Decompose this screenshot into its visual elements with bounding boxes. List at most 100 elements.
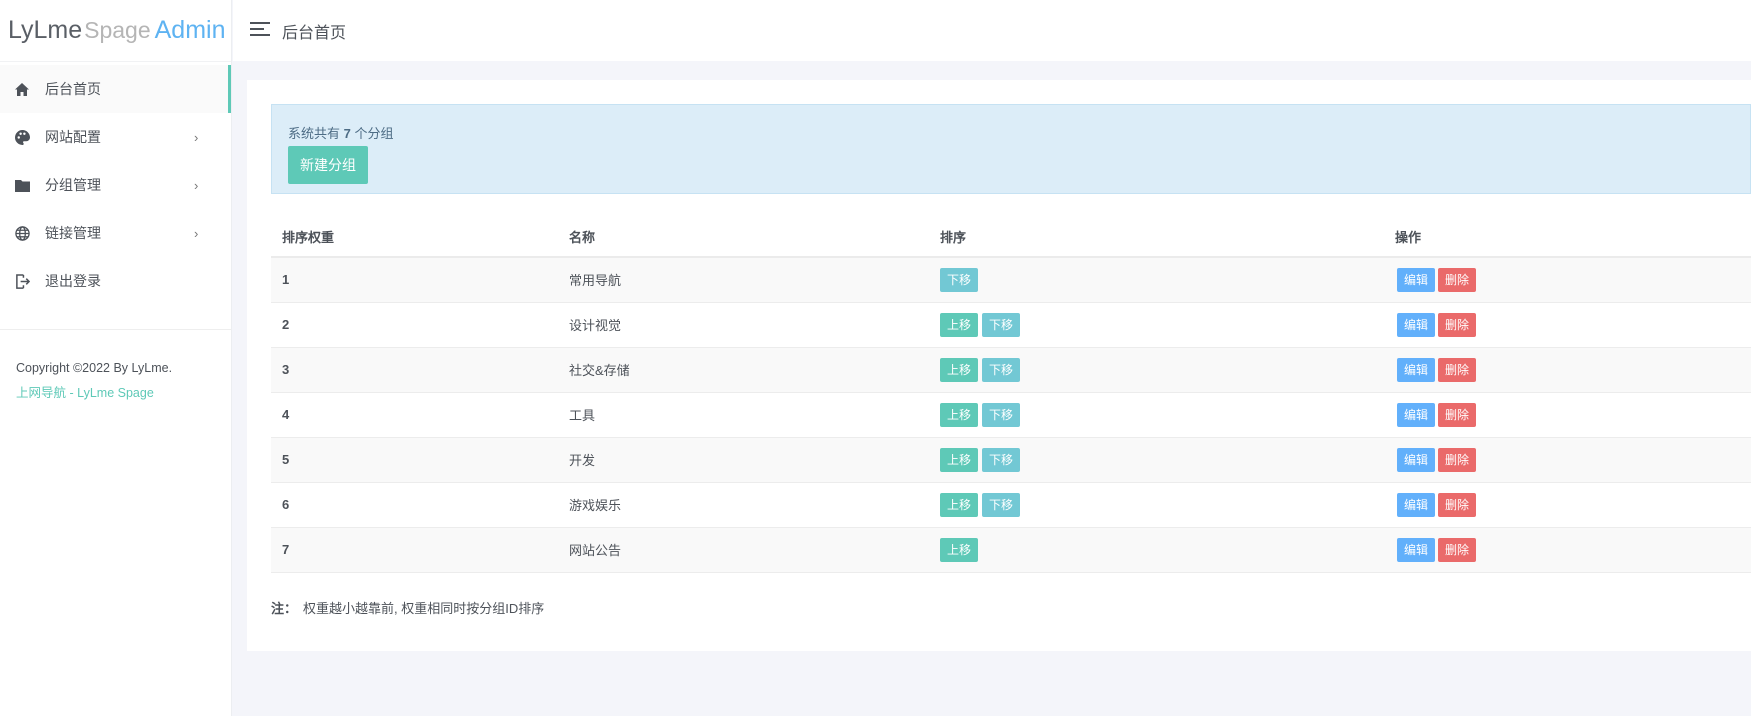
actions-cell: 编辑 删除 [1384,482,1751,528]
sidebar-item-label: 网站配置 [45,129,101,145]
weight-cell: 3 [271,347,558,393]
sidebar-item-4[interactable]: 退出登录 [0,257,231,305]
sidebar-item-label: 链接管理 [45,225,101,241]
order-cell: 上移 下移 [929,392,1384,438]
name-cell: 开发 [558,437,929,483]
order-cell: 上移 下移 [929,437,1384,483]
footer-link[interactable]: 上网导航 - LyLme Spage [16,386,154,400]
sidebar-item-1[interactable]: 网站配置 › [0,113,231,161]
sidebar-menu: 后台首页 网站配置 › 分组管理 › 链接管理 › 退出登录 [0,65,231,305]
alert-text: 个分组 [354,126,394,141]
actions-cell: 编辑 删除 [1384,527,1751,573]
header: 后台首页 [233,0,1751,61]
sidebar-item-2[interactable]: 分组管理 › [0,161,231,209]
col-weight: 排序权重 [271,217,558,258]
sidebar: LyLme Spage Admin 后台首页 网站配置 › 分组管理 › 链接管理 › 退出登录 … [0,0,232,716]
weight-cell: 2 [271,302,558,348]
delete-button[interactable]: 删除 [1438,267,1477,292]
order-cell: 下移 [929,257,1384,303]
move-up-button[interactable]: 上移 [940,537,979,562]
name-cell: 常用导航 [558,257,929,303]
order-cell: 上移 下移 [929,482,1384,528]
move-up-button[interactable]: 上移 [940,492,979,517]
info-alert: 系统共有 7 个分组 新建分组 [271,104,1751,194]
palette-icon [14,129,30,145]
sidebar-item-label: 退出登录 [45,273,101,289]
sidebar-item-label: 分组管理 [45,177,101,193]
actions-cell: 编辑 删除 [1384,302,1751,348]
copyright: Copyright ©2022 By LyLme. [16,361,173,375]
weight-cell: 4 [271,392,558,438]
new-group-button[interactable]: 新建分组 [288,146,368,184]
name-cell: 设计视觉 [558,302,929,348]
group-count: 7 [343,126,351,141]
delete-button[interactable]: 删除 [1438,402,1477,427]
chevron-right-icon: › [194,225,199,241]
actions-cell: 编辑 删除 [1384,437,1751,483]
weight-cell: 5 [271,437,558,483]
actions-cell: 编辑 删除 [1384,347,1751,393]
move-down-button[interactable]: 下移 [982,357,1021,382]
edit-button[interactable]: 编辑 [1397,447,1436,472]
folder-icon [14,177,30,193]
weight-cell: 1 [271,257,558,303]
table-row: 7 网站公告 上移 编辑 删除 [271,527,1751,573]
delete-button[interactable]: 删除 [1438,357,1477,382]
alert-text: 系统共有 [288,126,341,141]
delete-button[interactable]: 删除 [1438,312,1477,337]
col-name: 名称 [558,217,929,258]
delete-button[interactable]: 删除 [1438,447,1477,472]
weight-cell: 6 [271,482,558,528]
order-cell: 上移 下移 [929,302,1384,348]
name-cell: 网站公告 [558,527,929,573]
logo-text: LyLme [8,16,83,44]
move-up-button[interactable]: 上移 [940,312,979,337]
weight-cell: 7 [271,527,558,573]
move-up-button[interactable]: 上移 [940,402,979,427]
move-down-button[interactable]: 下移 [982,447,1021,472]
move-down-button[interactable]: 下移 [982,402,1021,427]
actions-cell: 编辑 删除 [1384,257,1751,303]
table-row: 1 常用导航 下移 编辑 删除 [271,257,1751,303]
edit-button[interactable]: 编辑 [1397,537,1436,562]
sidebar-item-0[interactable]: 后台首页 [0,65,231,113]
group-table: 排序权重 名称 排序 操作 1 常用导航 下移 编辑 删除 2 设计视觉 上移 下移 编辑 删除 3 社… [271,217,1751,573]
delete-button[interactable]: 删除 [1438,492,1477,517]
logo-text: Admin [154,16,226,44]
sidebar-item-3[interactable]: 链接管理 › [0,209,231,257]
col-actions: 操作 [1384,217,1751,258]
logout-icon [14,273,30,289]
edit-button[interactable]: 编辑 [1397,267,1436,292]
edit-button[interactable]: 编辑 [1397,357,1436,382]
divider [0,329,231,330]
name-cell: 社交&存储 [558,347,929,393]
chevron-right-icon: › [194,177,199,193]
table-row: 4 工具 上移 下移 编辑 删除 [271,392,1751,438]
move-down-button[interactable]: 下移 [982,492,1021,517]
logo[interactable]: LyLme Spage Admin [0,0,231,62]
page-title: 后台首页 [282,24,347,42]
table-row: 5 开发 上移 下移 编辑 删除 [271,437,1751,483]
home-icon [14,81,30,97]
move-up-button[interactable]: 上移 [940,357,979,382]
edit-button[interactable]: 编辑 [1397,492,1436,517]
table-row: 3 社交&存储 上移 下移 编辑 删除 [271,347,1751,393]
move-down-button[interactable]: 下移 [940,267,979,292]
note-text: 权重越小越靠前, 权重相同时按分组ID排序 [303,601,545,616]
table-row: 6 游戏娱乐 上移 下移 编辑 删除 [271,482,1751,528]
move-down-button[interactable]: 下移 [982,312,1021,337]
table-row: 2 设计视觉 上移 下移 编辑 删除 [271,302,1751,348]
edit-button[interactable]: 编辑 [1397,402,1436,427]
name-cell: 游戏娱乐 [558,482,929,528]
actions-cell: 编辑 删除 [1384,392,1751,438]
edit-button[interactable]: 编辑 [1397,312,1436,337]
globe-icon [14,225,30,241]
menu-toggle-icon[interactable] [250,22,270,39]
col-order: 排序 [929,217,1384,258]
order-cell: 上移 [929,527,1384,573]
note: 注： 权重越小越靠前, 权重相同时按分组ID排序 [271,598,544,617]
logo-text: Spage [84,17,151,43]
move-up-button[interactable]: 上移 [940,447,979,472]
delete-button[interactable]: 删除 [1438,537,1477,562]
content-card: 系统共有 7 个分组 新建分组 排序权重 名称 排序 操作 1 常用导航 下移 编辑删… [247,80,1751,651]
